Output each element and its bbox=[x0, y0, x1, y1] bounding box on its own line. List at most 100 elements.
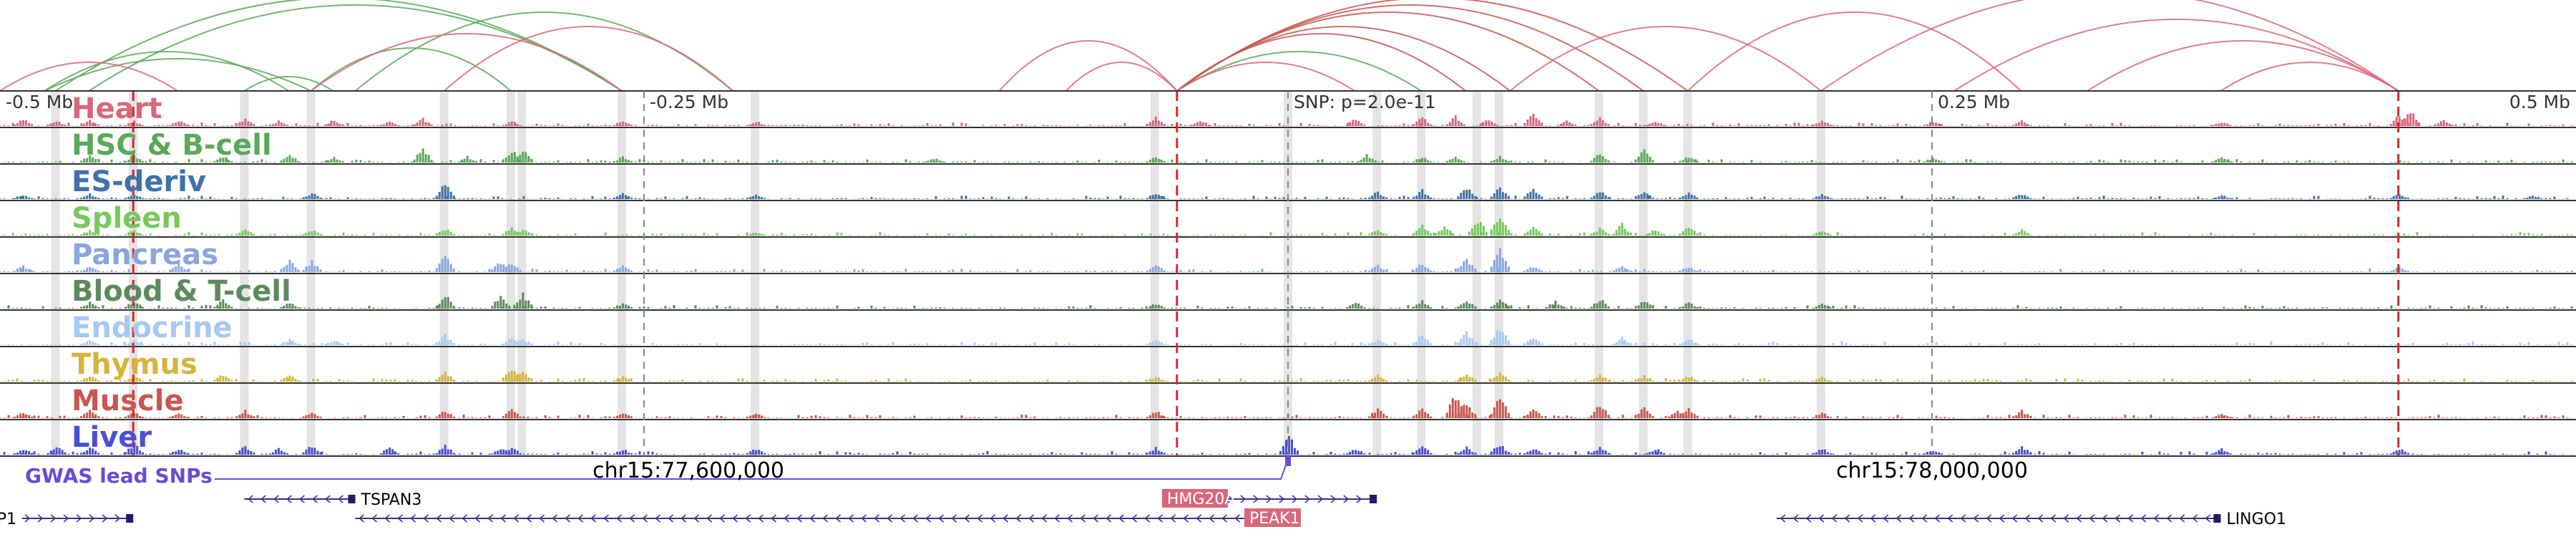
signal-peak bbox=[2401, 449, 2404, 455]
signal-peak bbox=[169, 125, 172, 126]
signal-peak bbox=[1163, 270, 1166, 272]
signal-peak bbox=[507, 450, 510, 455]
signal-peak bbox=[127, 415, 130, 418]
signal-peak bbox=[2029, 198, 2032, 199]
signal-peak bbox=[228, 304, 230, 309]
signal-peak bbox=[83, 123, 86, 126]
signal-peak bbox=[1604, 195, 1607, 199]
signal-peak bbox=[1421, 335, 1424, 345]
signal-peak bbox=[313, 414, 316, 418]
signal-peak bbox=[1593, 232, 1596, 236]
signal-peak bbox=[1507, 340, 1510, 345]
signal-peak bbox=[297, 160, 300, 163]
signal-peak bbox=[14, 271, 16, 272]
signal-peak bbox=[427, 155, 430, 163]
signal-peak bbox=[1374, 377, 1377, 382]
signal-peak bbox=[241, 231, 244, 236]
signal-peak bbox=[336, 122, 338, 126]
signal-peak bbox=[525, 374, 527, 382]
strand-arrow-icon bbox=[719, 514, 726, 523]
signal-peak bbox=[1148, 342, 1151, 345]
signal-peak bbox=[1380, 195, 1382, 199]
gwas-label: GWAS lead SNPs bbox=[25, 464, 213, 488]
signal-peak bbox=[1380, 231, 1382, 236]
signal-peak bbox=[125, 234, 127, 236]
signal-peak bbox=[627, 415, 630, 418]
signal-peak bbox=[752, 195, 755, 199]
signal-peak bbox=[1652, 380, 1654, 382]
signal-peak bbox=[1546, 306, 1548, 309]
signal-peak bbox=[1693, 306, 1696, 309]
signal-peak bbox=[1601, 409, 1604, 418]
signal-peak bbox=[1696, 197, 1699, 199]
signal-peak bbox=[627, 160, 630, 163]
signal-peak bbox=[491, 306, 494, 309]
signal-peak bbox=[1421, 224, 1424, 236]
signal-peak bbox=[1385, 233, 1388, 236]
signal-peak bbox=[1679, 197, 1682, 199]
signal-peak bbox=[2029, 452, 2032, 455]
signal-peak bbox=[283, 266, 286, 272]
signal-peak bbox=[1154, 377, 1157, 382]
signal-peak bbox=[413, 159, 416, 163]
signal-peak bbox=[1679, 380, 1682, 382]
signal-peak bbox=[2021, 446, 2024, 455]
strand-arrow-icon bbox=[436, 514, 442, 523]
signal-peak bbox=[97, 416, 100, 418]
signal-peak bbox=[1418, 159, 1421, 163]
signal-peak bbox=[2401, 119, 2404, 126]
signal-peak bbox=[1485, 120, 1488, 126]
signal-peak bbox=[391, 449, 394, 455]
signal-peak bbox=[941, 161, 944, 163]
interaction-arc bbox=[1687, 11, 2021, 92]
signal-peak bbox=[22, 265, 25, 272]
signal-peak bbox=[80, 124, 83, 126]
signal-peak bbox=[1460, 266, 1463, 272]
signal-peak bbox=[330, 159, 333, 163]
signal-peak bbox=[1146, 453, 1148, 455]
signal-peak bbox=[1624, 228, 1626, 236]
strand-arrow-icon bbox=[2050, 514, 2057, 523]
signal-peak bbox=[136, 158, 139, 163]
track-noise bbox=[0, 195, 2573, 199]
signal-peak bbox=[1535, 228, 1538, 236]
signal-peak bbox=[1599, 192, 1601, 199]
signal-peak bbox=[1604, 122, 1607, 126]
signal-peak bbox=[172, 268, 175, 272]
signal-peak bbox=[1532, 114, 1535, 126]
signal-peak bbox=[142, 198, 145, 199]
signal-peak bbox=[1415, 342, 1418, 345]
track-label: Liver bbox=[72, 421, 152, 454]
signal-peak bbox=[494, 301, 497, 309]
signal-peak bbox=[1148, 379, 1151, 382]
signal-peak bbox=[519, 416, 522, 418]
signal-peak bbox=[1490, 451, 1493, 455]
signal-peak bbox=[1682, 268, 1684, 272]
signal-peak bbox=[2418, 122, 2421, 126]
interaction-arc bbox=[2087, 40, 2399, 92]
signal-peak bbox=[61, 124, 64, 126]
coordinate-label: chr15:78,000,000 bbox=[1836, 458, 2028, 483]
signal-peak bbox=[1421, 189, 1424, 199]
signal-peak bbox=[1671, 414, 1674, 418]
signal-peak bbox=[1355, 120, 1357, 126]
signal-peak bbox=[1193, 123, 1196, 126]
signal-peak bbox=[1357, 450, 1360, 455]
signal-peak bbox=[313, 448, 316, 455]
strand-arrow-icon bbox=[1960, 514, 1966, 523]
signal-peak bbox=[1599, 447, 1601, 455]
signal-peak bbox=[1368, 198, 1371, 199]
signal-peak bbox=[86, 232, 89, 236]
signal-peak bbox=[308, 447, 311, 455]
signal-peak bbox=[1374, 412, 1377, 418]
signal-peak bbox=[133, 195, 136, 199]
signal-peak bbox=[1457, 380, 1460, 382]
signal-peak bbox=[1148, 451, 1151, 455]
signal-peak bbox=[2406, 198, 2409, 199]
signal-peak bbox=[2012, 125, 2015, 126]
signal-peak bbox=[615, 196, 618, 199]
signal-peak bbox=[14, 416, 16, 418]
signal-peak bbox=[1427, 231, 1430, 236]
strand-arrow-icon bbox=[925, 514, 932, 523]
signal-peak bbox=[83, 232, 86, 236]
